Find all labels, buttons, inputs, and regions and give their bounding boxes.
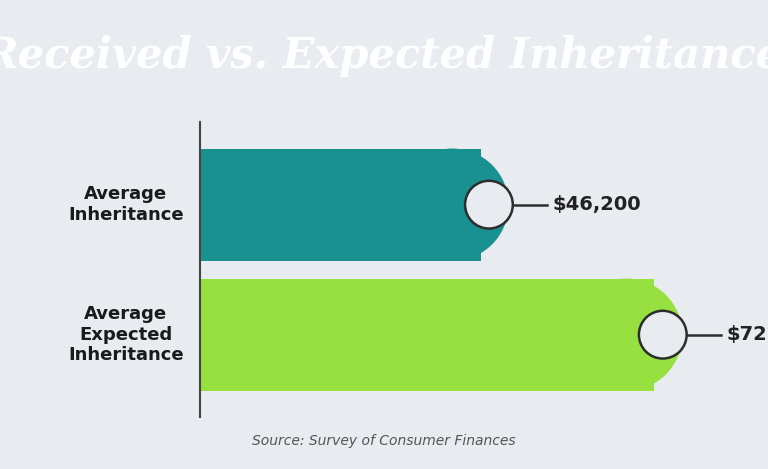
- Text: Source: Survey of Consumer Finances: Source: Survey of Consumer Finances: [252, 434, 516, 447]
- Ellipse shape: [639, 311, 687, 358]
- Text: Received vs. Expected Inheritance: Received vs. Expected Inheritance: [0, 35, 768, 77]
- Ellipse shape: [465, 181, 513, 228]
- Ellipse shape: [396, 149, 508, 261]
- Ellipse shape: [570, 279, 683, 391]
- Text: $46,200: $46,200: [553, 195, 641, 214]
- Text: Average
Expected
Inheritance: Average Expected Inheritance: [68, 305, 184, 364]
- Bar: [200, 279, 654, 391]
- Text: $72,200: $72,200: [727, 325, 768, 344]
- Bar: [200, 149, 481, 261]
- Text: Average
Inheritance: Average Inheritance: [68, 185, 184, 224]
